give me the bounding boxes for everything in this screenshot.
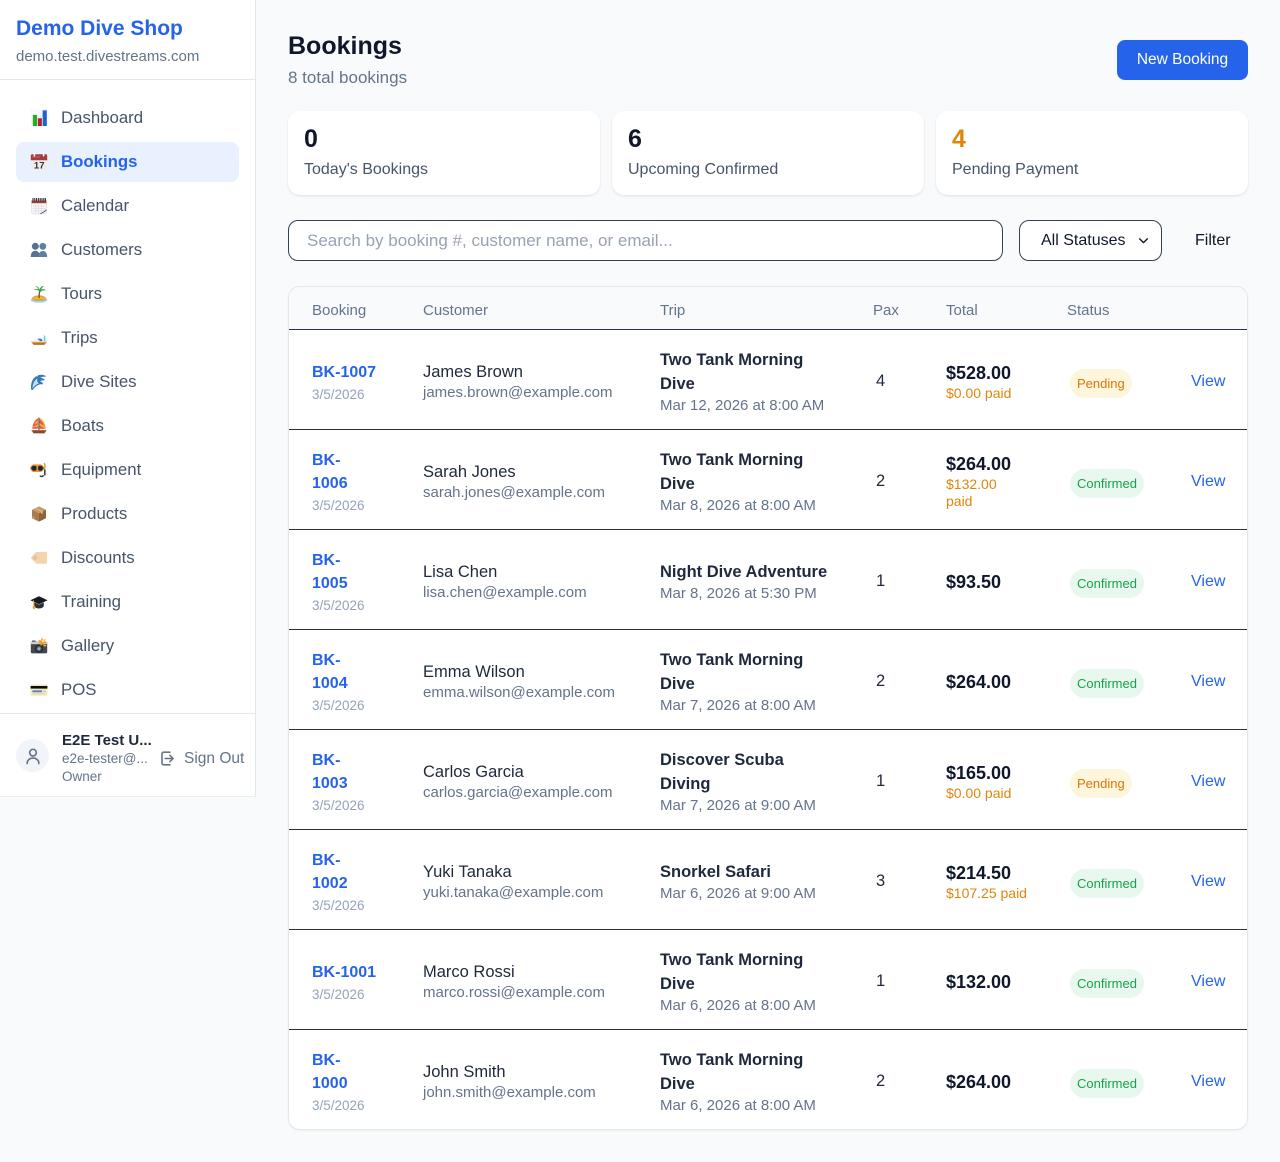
svg-text:17: 17: [34, 160, 45, 171]
